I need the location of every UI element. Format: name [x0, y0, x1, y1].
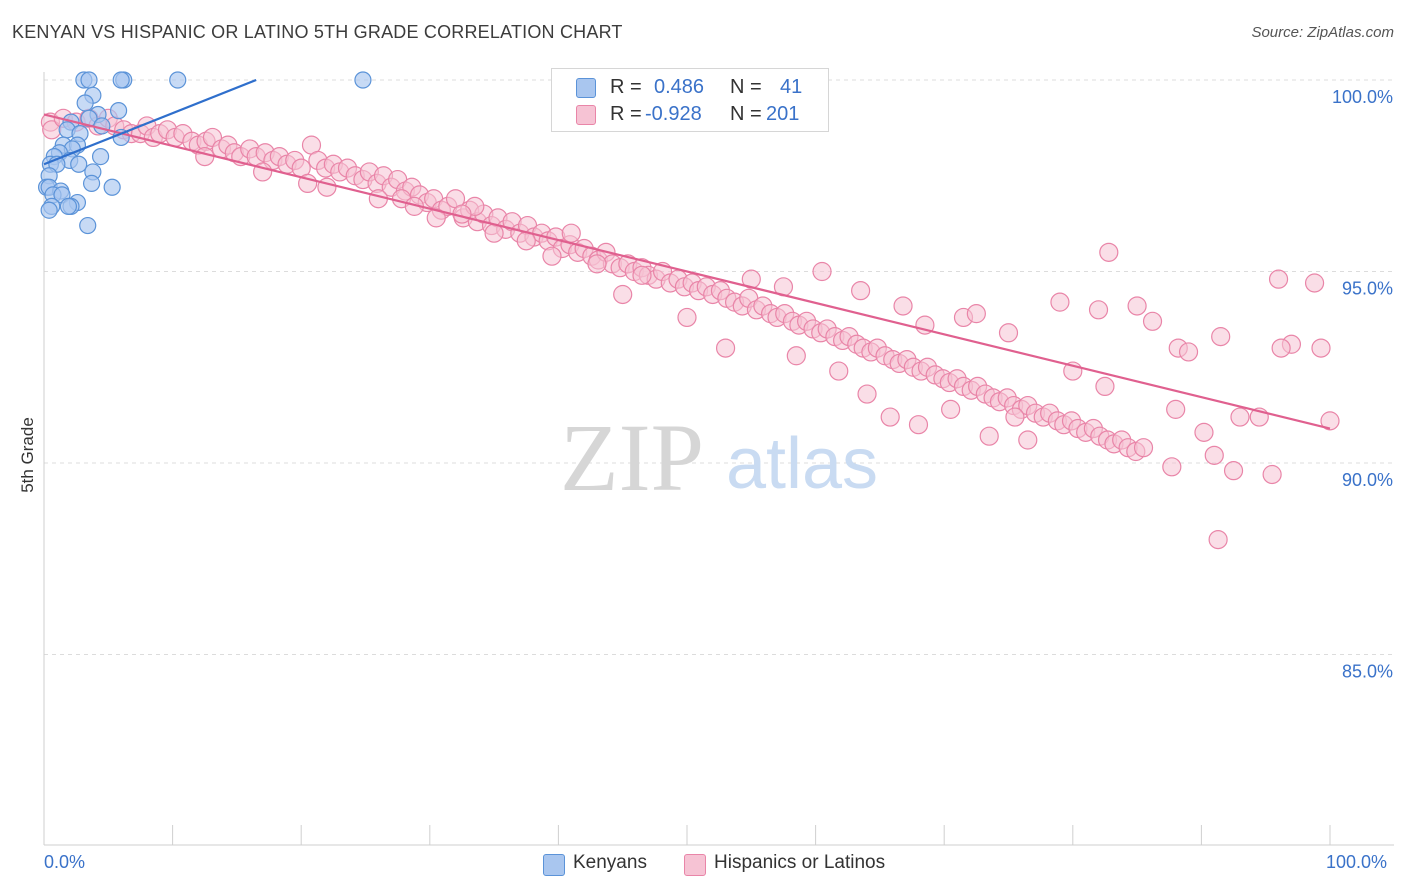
- kenyans-legend-swatch: [543, 854, 565, 876]
- hispanic-point: [786, 346, 806, 366]
- hispanic-point: [941, 399, 961, 419]
- kenyan-point: [40, 201, 58, 219]
- hispanic-point: [1204, 445, 1224, 465]
- y-tick-label: 90.0%: [1342, 470, 1393, 490]
- kenyan-point: [79, 216, 97, 235]
- hispanic-point: [857, 384, 877, 404]
- kenyan-trend-line: [43, 78, 257, 166]
- y-tick-label: 95.0%: [1342, 279, 1393, 299]
- hispanic-point: [880, 407, 900, 427]
- trend-lines: [43, 78, 1331, 430]
- hispanic-point: [1304, 273, 1325, 293]
- hispanic-point: [542, 246, 562, 266]
- hispanic-point: [1142, 311, 1163, 331]
- n-label: N =: [730, 103, 762, 125]
- kenyan-point: [76, 94, 94, 112]
- kenyan-point: [354, 71, 372, 89]
- n-value: 201: [766, 103, 800, 125]
- hispanic-point: [829, 361, 849, 381]
- hispanic-point: [1099, 242, 1119, 262]
- r-value: 0.486: [654, 76, 705, 98]
- kenyan-point: [93, 117, 111, 135]
- stats-legend: R = 0.486 N = 41 R = -0.928 N = 201: [551, 68, 829, 132]
- hispanic-point: [851, 281, 871, 301]
- chart-title: KENYAN VS HISPANIC OR LATINO 5TH GRADE C…: [12, 22, 623, 42]
- kenyan-point: [91, 148, 110, 166]
- hispanic-point: [677, 307, 697, 328]
- y-tick-labels: 100.0% 95.0% 90.0% 85.0%: [1332, 87, 1393, 682]
- hispanic-point: [1211, 327, 1231, 347]
- hispanics-swatch: [576, 105, 596, 125]
- hispanic-point: [1262, 464, 1282, 485]
- kenyan-point: [80, 71, 98, 89]
- hispanic-point: [561, 223, 581, 243]
- hispanic-point: [979, 426, 999, 446]
- r-value: -0.928: [645, 103, 702, 125]
- kenyan-point: [112, 71, 130, 89]
- watermark: ZIP atlas: [560, 404, 878, 511]
- hispanics-legend-swatch: [684, 854, 706, 876]
- kenyan-point: [169, 71, 187, 89]
- y-tick-label: 85.0%: [1342, 662, 1393, 682]
- kenyans-swatch: [576, 78, 596, 98]
- hispanic-point: [908, 415, 929, 435]
- hispanic-point: [1208, 529, 1228, 550]
- hispanic-point: [1088, 300, 1109, 320]
- hispanic-point: [1268, 269, 1289, 289]
- chart-source: Source: ZipAtlas.com: [1251, 24, 1394, 41]
- hispanic-point: [1095, 376, 1115, 396]
- hispanic-point: [1127, 296, 1147, 316]
- hispanic-point: [1018, 430, 1038, 450]
- hispanic-point: [1194, 422, 1214, 442]
- kenyan-point: [103, 178, 121, 196]
- hispanic-point: [426, 208, 446, 228]
- n-value: 41: [780, 76, 803, 98]
- legend-label-hispanics: Hispanics or Latinos: [714, 852, 886, 873]
- hispanic-trend-line: [43, 113, 1331, 430]
- hispanic-point: [195, 147, 215, 167]
- hispanic-point: [1230, 407, 1250, 427]
- hispanic-point: [1005, 407, 1025, 427]
- watermark-atlas: atlas: [726, 424, 878, 504]
- hispanic-point: [632, 265, 652, 285]
- watermark-zip: ZIP: [560, 404, 704, 511]
- hispanic-point: [1178, 342, 1199, 362]
- axes: [43, 72, 1394, 846]
- kenyan-point: [82, 174, 101, 193]
- hispanic-point: [587, 254, 607, 274]
- x-tick-label-max: 100.0%: [1326, 852, 1388, 872]
- hispanic-point: [1162, 457, 1182, 477]
- n-label: N =: [730, 76, 762, 98]
- hispanic-point: [1311, 338, 1331, 358]
- grid-lines: [44, 79, 1394, 655]
- hispanic-point: [1050, 292, 1070, 312]
- hispanic-point: [1320, 411, 1340, 431]
- kenyan-point: [70, 155, 88, 173]
- hispanic-point: [998, 323, 1019, 343]
- hispanic-point: [966, 304, 986, 324]
- hispanic-point: [613, 284, 633, 305]
- r-label: R =: [610, 76, 642, 98]
- hispanic-point: [1133, 438, 1154, 458]
- hispanic-point: [812, 261, 832, 282]
- hispanic-points: [40, 108, 1340, 550]
- hispanic-point: [1271, 338, 1291, 358]
- hispanic-point: [1223, 461, 1244, 481]
- series-legend: Kenyans Hispanics or Latinos: [0, 852, 1406, 878]
- x-tick-label-min: 0.0%: [44, 852, 86, 872]
- hispanic-point: [715, 338, 736, 358]
- hispanic-point: [1166, 399, 1186, 419]
- kenyan-point: [109, 102, 128, 120]
- r-label: R =: [610, 103, 642, 125]
- hispanic-point: [893, 296, 913, 316]
- kenyan-point: [59, 197, 78, 215]
- y-tick-label: 100.0%: [1332, 87, 1393, 107]
- legend-label-kenyans: Kenyans: [573, 852, 647, 873]
